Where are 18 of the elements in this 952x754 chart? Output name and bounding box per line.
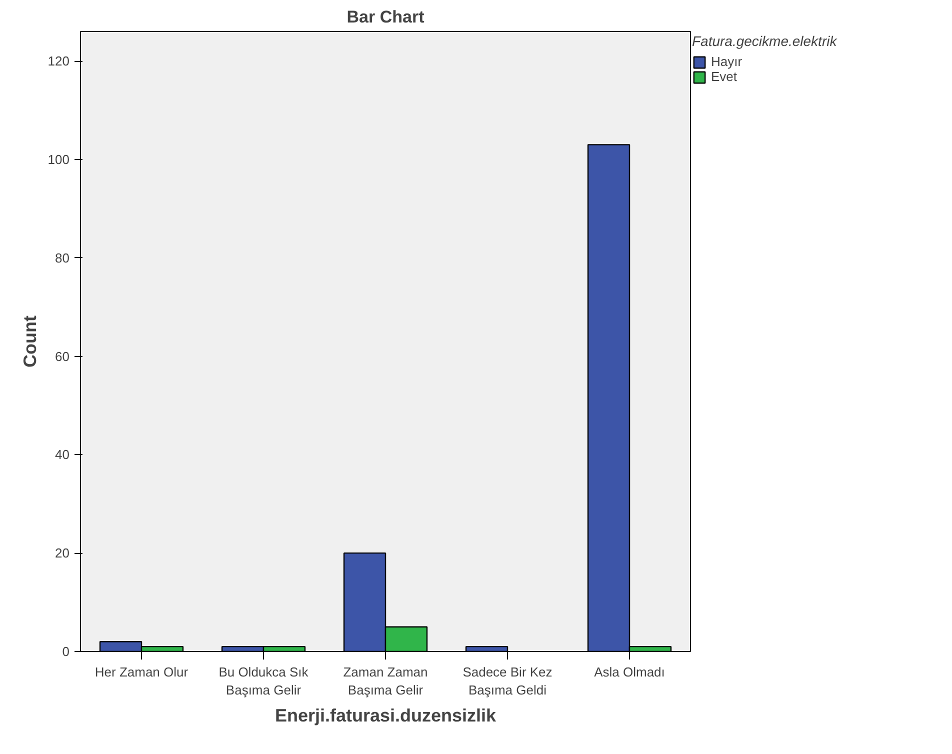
y-tick-label: 80	[55, 250, 70, 266]
x-tick-label: Sadece Bir Kez Başıma Geldi	[462, 664, 552, 698]
x-axis-title: Enerji.faturasi.duzensizlik	[274, 706, 498, 726]
x-tick-label: Asla Olmadı	[594, 664, 665, 680]
y-tick-label: 100	[48, 152, 70, 167]
legend-title: Fatura.gecikme.elektrik	[692, 33, 837, 49]
chart-title: Bar Chart	[346, 8, 425, 26]
y-tick-label: 120	[48, 54, 70, 69]
x-tick-label: Her Zaman Olur	[94, 664, 189, 680]
y-tick-label: 20	[55, 546, 70, 561]
legend-label: Evet	[711, 69, 738, 84]
y-tick-label: 0	[62, 644, 70, 659]
x-tick-label: Zaman Zaman Başıma Gelir	[343, 664, 428, 698]
y-tick-label: 60	[55, 348, 70, 364]
y-tick-label: 40	[55, 447, 70, 462]
legend-label: Hayır	[711, 54, 742, 69]
y-axis-title: Count	[20, 316, 40, 368]
x-tick-label: Bu Oldukca Sık Başıma Gelir	[218, 664, 309, 698]
